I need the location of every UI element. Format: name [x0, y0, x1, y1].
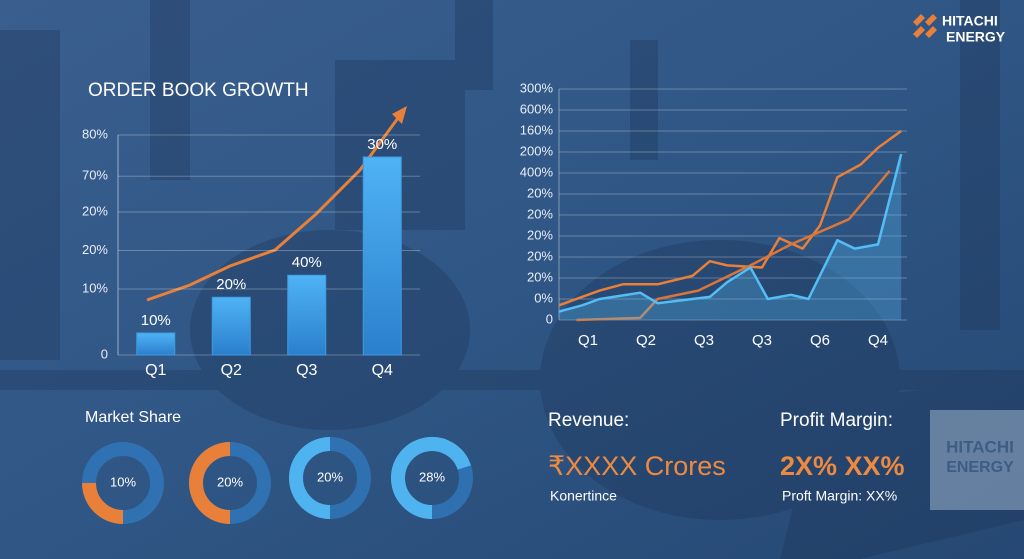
y-tick-label: 20% — [82, 242, 108, 257]
x-tick-label: Q2 — [221, 362, 242, 379]
chart-title: Market Share — [85, 409, 181, 426]
y-tick-label: 600% — [520, 101, 554, 116]
bar — [287, 274, 327, 356]
bar — [136, 332, 176, 356]
donut-arc — [391, 437, 471, 519]
donut-label: 20% — [217, 474, 243, 489]
profit-label: Profit Margin: — [780, 410, 893, 431]
y-tick-label: 0% — [534, 290, 553, 305]
y-tick-label: 160% — [520, 122, 554, 137]
line — [558, 153, 903, 313]
donut-label: 10% — [110, 474, 136, 489]
logo-icon — [913, 14, 937, 38]
bar — [211, 296, 251, 356]
x-tick-label: Q3 — [752, 332, 772, 349]
line — [576, 170, 891, 322]
y-tick-label: 20% — [527, 206, 553, 221]
y-tick-label: 0 — [101, 346, 108, 361]
y-tick-label: 20% — [527, 227, 553, 242]
trend-arrow — [146, 117, 400, 302]
value-label: 20% — [216, 276, 246, 293]
y-tick-label: 20% — [527, 269, 553, 284]
area-fill — [559, 154, 902, 320]
y-tick-label: 0 — [546, 311, 553, 326]
sign-text: ENERGY — [946, 459, 1014, 476]
profit-note: Proft Margin: XX% — [782, 488, 897, 504]
value-label: 10% — [141, 312, 171, 329]
line — [558, 129, 902, 307]
donut-label: 20% — [317, 469, 343, 484]
y-tick-label: 200% — [520, 143, 554, 158]
y-tick-label: 10% — [82, 280, 108, 295]
logo-text: ENERGY — [946, 29, 1006, 45]
y-tick-label: 70% — [82, 168, 108, 183]
chart-title: ORDER BOOK GROWTH — [88, 80, 309, 101]
y-tick-label: 80% — [82, 126, 108, 141]
bar — [362, 156, 402, 356]
sign-panel — [930, 410, 1024, 510]
revenue-note: Konertince — [550, 488, 617, 504]
y-tick-label: 400% — [520, 164, 554, 179]
donut-arc — [82, 482, 124, 524]
x-tick-label: Q6 — [810, 332, 830, 349]
y-tick-label: 20% — [527, 185, 553, 200]
donut-label: 28% — [419, 469, 445, 484]
value-label: 30% — [367, 136, 397, 153]
donut-arc — [289, 437, 331, 519]
profit-value: 2X% XX% — [780, 451, 905, 481]
x-tick-label: Q1 — [578, 332, 598, 349]
revenue-label: Revenue: — [548, 410, 629, 431]
value-label: 40% — [292, 254, 322, 271]
trend-arrow-head — [392, 106, 407, 124]
y-tick-label: 20% — [82, 203, 108, 218]
x-tick-label: Q4 — [868, 332, 888, 349]
x-tick-label: Q3 — [296, 362, 317, 379]
y-tick-label: 300% — [520, 80, 554, 95]
logo-text: HITACHI — [942, 13, 998, 29]
x-tick-label: Q2 — [636, 332, 656, 349]
sign-text: HITACHI — [946, 437, 1014, 456]
x-tick-label: Q3 — [694, 332, 714, 349]
logo: HITACHI ENERGY — [913, 13, 1006, 45]
y-tick-label: 20% — [527, 248, 553, 263]
donut-arc — [189, 442, 231, 524]
x-tick-label: Q4 — [372, 362, 393, 379]
x-tick-label: Q1 — [145, 362, 166, 379]
revenue-value: ₹XXXX Crores — [548, 451, 726, 481]
